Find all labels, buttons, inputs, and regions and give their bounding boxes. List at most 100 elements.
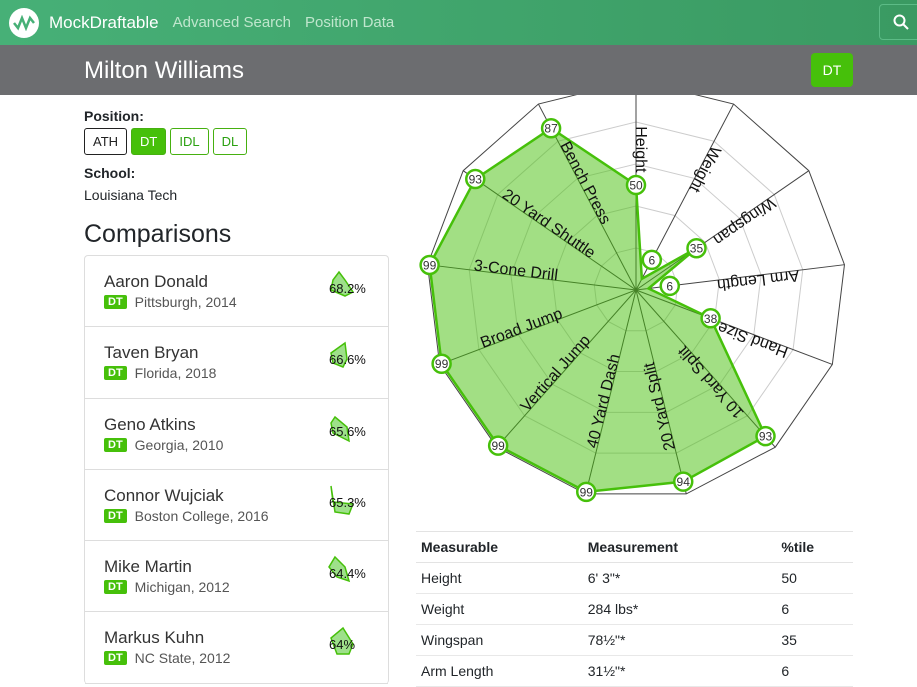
data-label: 93 [759,430,773,444]
comparison-position-badge: DT [104,295,127,309]
comparison-school-year: Boston College, 2016 [134,507,269,524]
comparison-name[interactable]: Mike Martin [104,557,192,577]
mini-radar: 64% [325,624,373,668]
col-measurable: Measurable [416,531,583,563]
data-point [625,174,647,196]
comparison-name[interactable]: Markus Kuhn [104,628,205,648]
comparison-position-badge: DT [104,580,127,595]
similarity-score: 66.6% [329,352,366,368]
comparison-position-badge: DT [104,437,127,452]
data-point [641,249,663,271]
comparison-school-year: Georgia, 2010 [134,436,224,453]
logo-icon[interactable] [9,7,39,38]
col-percentile: %tile [776,531,853,563]
table-row: Arm Length 31½"* 6 [416,655,853,687]
brand-link[interactable]: MockDraftable [49,12,159,32]
position-label: Position: [84,108,144,124]
outer-ring [427,79,845,495]
axis-label: Arm Length [716,266,800,293]
comparison-card[interactable]: Geno Atkins DT Georgia, 2010 65.6% [85,399,388,470]
table-cell: 50 [776,562,853,594]
comparison-school-year: Pittsburgh, 2014 [134,294,237,310]
table-row: Weight 284 lbs* 6 [416,593,853,625]
navbar: MockDraftable Advanced Search Position D… [0,0,917,45]
comparison-position-badge: DT [104,651,127,666]
data-label: 94 [677,475,691,489]
similarity-score: 65.6% [329,423,366,439]
comparison-name[interactable]: Taven Bryan [104,343,199,363]
comparison-info: DT Florida, 2018 [104,365,216,381]
comparison-card[interactable]: Taven Bryan DT Florida, 2018 66.6% [85,327,388,399]
data-point [465,168,486,190]
data-point [419,254,440,276]
comparison-name[interactable]: Connor Wujciak [104,485,224,505]
comparison-school-year: Michigan, 2012 [134,579,230,596]
data-point [431,353,452,374]
position-button-idl[interactable]: IDL [170,128,209,155]
mini-radar: 64.4% [325,553,373,597]
data-label: 87 [544,122,558,136]
position-buttons: ATH DT IDL DL [84,128,248,155]
comparison-card[interactable]: Markus Kuhn DT NC State, 2012 64% [85,612,388,684]
comparison-name[interactable]: Geno Atkins [104,414,196,434]
axis-label: Weight [685,143,723,195]
table-cell: 31½"* [582,655,777,687]
data-point [540,117,562,139]
data-label: 35 [690,242,704,256]
comparison-info: DT Georgia, 2010 [104,437,223,453]
data-area [428,126,768,494]
data-label: 50 [629,179,643,193]
comparison-info: DT NC State, 2012 [104,650,230,666]
position-button-dt[interactable]: DT [131,128,167,155]
table-cell: 6' 3"* [582,562,777,594]
comparison-card[interactable]: Mike Martin DT Michigan, 2012 64.4% [85,541,388,613]
comparisons-list: Aaron Donald DT Pittsburgh, 2014 68.2% Tav… [84,255,389,684]
measurables-table: Measurable Measurement %tile Height 6' 3"… [416,531,853,687]
school-value: Louisiana Tech [84,187,178,203]
comparison-info: DT Michigan, 2012 [104,579,230,595]
mini-radar: 66.6% [325,339,373,383]
comparison-info: DT Boston College, 2016 [104,508,269,524]
table-cell: 78½"* [582,624,777,656]
position-button-ath[interactable]: ATH [84,128,128,155]
similarity-score: 64.4% [329,566,366,582]
nav-position-data[interactable]: Position Data [305,14,395,31]
nav-advanced-search[interactable]: Advanced Search [172,14,292,31]
comparison-school-year: Florida, 2018 [134,365,217,382]
table-row: Height 6' 3"* 50 [416,562,853,594]
search-button[interactable] [879,4,917,40]
comparison-name[interactable]: Aaron Donald [104,272,208,291]
data-label: 99 [435,357,449,371]
comparison-school-year: NC State, 2012 [134,650,231,667]
search-icon [893,14,909,30]
data-label: 93 [469,173,483,187]
position-button-dl[interactable]: DL [212,128,248,155]
data-label: 99 [423,258,437,272]
mini-radar: 65.3% [325,482,373,526]
mini-radar: 68.2% [325,268,373,312]
table-header-row: Measurable Measurement %tile [416,531,853,563]
school-label: School: [84,165,136,181]
data-point [700,308,721,329]
similarity-score: 68.2% [329,281,366,296]
data-label: 6 [666,279,673,293]
comparisons-title: Comparisons [84,220,232,248]
mini-radar: 65.6% [325,411,373,455]
comparison-card[interactable]: Aaron Donald DT Pittsburgh, 2014 68.2% [85,256,388,328]
comparison-info: DT Pittsburgh, 2014 [104,294,237,310]
comparison-position-badge: DT [104,508,127,523]
player-name: Milton Williams [84,57,245,84]
table-cell: Height [416,562,583,594]
table-row: Wingspan 78½"* 35 [416,624,853,656]
table-cell: Arm Length [416,655,583,687]
table-cell: Wingspan [416,624,583,656]
player-header: Milton Williams DT [0,45,917,95]
table-cell: Weight [416,593,583,625]
data-point [487,435,509,456]
comparison-card[interactable]: Connor Wujciak DT Boston College, 2016 65… [85,470,388,542]
data-point [575,481,597,503]
similarity-score: 65.3% [329,494,366,510]
table-cell: 35 [776,624,853,656]
axis-label: Height [632,126,649,173]
